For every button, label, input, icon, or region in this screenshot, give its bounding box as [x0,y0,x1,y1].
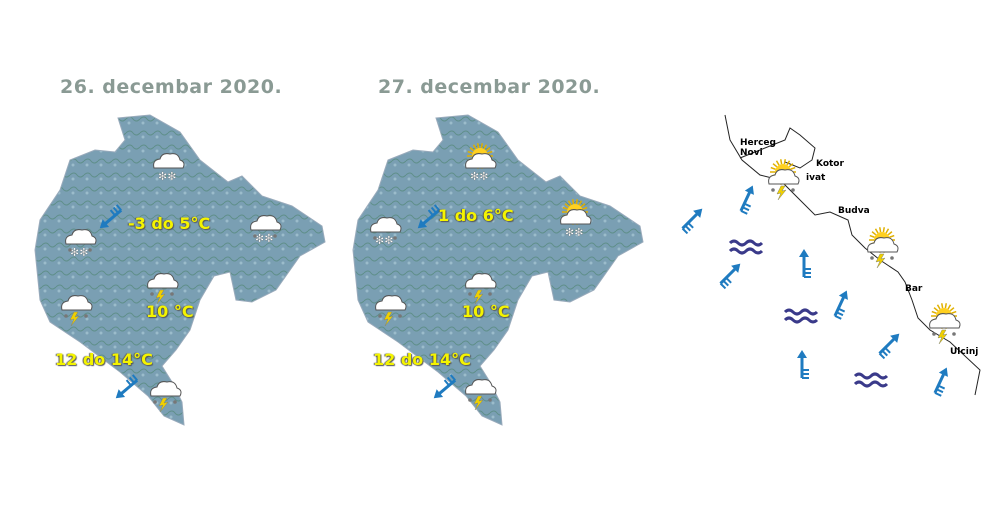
montenegro-map [352,114,644,426]
city-label: Bar [905,284,923,294]
wind-arrow-southwest-icon [99,204,123,229]
cloud-thunder-rain-icon [150,381,182,413]
svg-text:✻✻: ✻✻ [565,226,583,239]
temp-north-day1: -3 do 5°C [128,214,211,233]
cloud-rain-snow-icon: ✻✻ [65,229,97,259]
wind-arrow-southwest-icon [433,374,457,399]
cloud-thunder-rain-icon [465,379,497,411]
temp-north-day2: 1 do 6°C [438,206,514,225]
bay-of-kotor [739,127,816,169]
cloud-thunder-rain-icon [375,295,407,327]
svg-text:✻✻: ✻✻ [70,246,88,259]
coastline [724,114,981,396]
sun-cloud-thunder-rain-icon [768,159,800,201]
svg-text:✻✻: ✻✻ [375,234,393,247]
city-label: Kotor [816,159,844,169]
map-day1: ✻✻ ✻✻ ✻✻ [34,114,326,426]
wind-arrow-northeast-icon [878,333,900,360]
wind-arrow-northeast-icon [933,367,948,397]
city-label: Ulcinj [950,347,978,357]
sun-cloud-snow-icon: ✻✻ [465,143,497,183]
wind-arrow-northeast-icon [833,290,848,320]
cloud-thunder-rain-icon [147,273,179,305]
wind-arrow-northeast-icon [719,263,741,290]
city-label: ivat [806,173,826,183]
temp-coast-day2: 12 do 14°C [373,350,471,369]
city-label: Novi [740,148,763,158]
waves-icon [728,239,764,255]
temp-central-day2: 10 °C [462,302,510,321]
wind-arrow-northeast-icon [681,208,703,235]
temp-central-day1: 10 °C [146,302,194,321]
cloud-rain-snow-icon: ✻✻ [250,215,282,245]
map-day2: ✻✻ ✻✻ ✻✻ [352,114,644,426]
date-label-day2: 27. decembar 2020. [378,76,601,98]
svg-text:✻✻: ✻✻ [470,170,488,183]
date-label-day1: 26. decembar 2020. [60,76,283,98]
sun-cloud-thunder-rain-icon [929,303,961,345]
wind-arrow-northeast-icon [739,185,754,215]
cloud-thunder-rain-icon [465,273,497,305]
cloud-snow-icon: ✻✻ [153,153,185,183]
temp-coast-day1: 12 do 14°C [55,350,153,369]
svg-text:✻✻: ✻✻ [158,170,176,183]
city-label: Herceg [740,138,776,148]
wind-arrow-southwest-icon [417,204,441,229]
waves-icon [853,372,889,388]
waves-icon [783,308,819,324]
cloud-rain-snow-icon: ✻✻ [370,217,402,247]
montenegro-map [34,114,326,426]
city-label: Budva [838,206,870,216]
cloud-thunder-rain-icon [61,295,93,327]
sun-cloud-snow-icon: ✻✻ [560,199,592,239]
wind-arrow-northeast-icon [799,249,811,278]
wind-arrow-northeast-icon [797,350,809,379]
sun-cloud-thunder-rain-icon [867,227,899,269]
svg-text:✻✻: ✻✻ [255,232,273,245]
wind-arrow-southwest-icon [115,374,139,399]
